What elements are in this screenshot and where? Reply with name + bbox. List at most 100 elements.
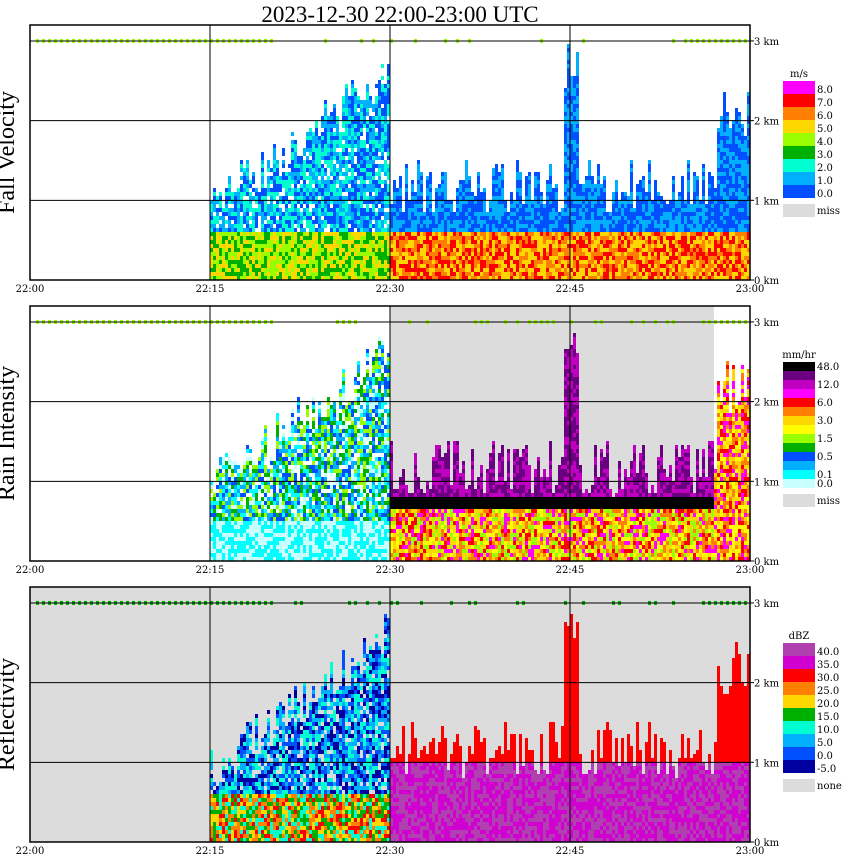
heatmap-cell [393,204,396,208]
heatmap-cell [528,228,531,232]
heatmap-cell [348,144,351,148]
heatmap-cell [267,260,270,264]
heatmap-cell [360,116,363,120]
heatmap-cell [579,204,582,208]
heatmap-cell [738,180,741,184]
heatmap-cell [219,228,222,232]
heatmap-cell [300,204,303,208]
heatmap-cell [699,236,702,240]
heatmap-cell [339,172,342,176]
heatmap-cell [297,272,300,276]
heatmap-cell [249,272,252,276]
heatmap-cell [342,188,345,192]
heatmap-cell [348,220,351,224]
heatmap-cell [531,272,534,276]
heatmap-cell [573,132,576,136]
heatmap-cell [342,160,345,164]
heatmap-cell [705,252,708,256]
heatmap-cell [357,136,360,140]
heatmap-cell [222,224,225,228]
heatmap-cell [483,272,486,276]
heatmap-cell [738,156,741,160]
heatmap-cell [288,220,291,224]
heatmap-cell [537,192,540,196]
heatmap-cell [711,260,714,264]
heatmap-cell [336,236,339,240]
heatmap-cell [447,208,450,212]
heatmap-cell [462,208,465,212]
heatmap-cell [660,196,663,200]
heatmap-cell [672,180,675,184]
heatmap-cell [294,196,297,200]
heatmap-cell [387,236,390,240]
heatmap-cell [666,220,669,224]
heatmap-cell [405,244,408,248]
heatmap-cell [729,212,732,216]
heatmap-cell [606,240,609,244]
heatmap-cell [210,256,213,260]
heatmap-cell [255,192,258,196]
heatmap-cell [270,260,273,264]
heatmap-cell [216,196,219,200]
heatmap-cell [474,264,477,268]
heatmap-cell [546,272,549,276]
heatmap-cell [270,276,273,280]
heatmap-cell [279,208,282,212]
heatmap-cell [552,256,555,260]
heatmap-cell [723,236,726,240]
heatmap-cell [351,160,354,164]
heatmap-cell [315,192,318,196]
heatmap-cell [342,224,345,228]
heatmap-cell [552,276,555,280]
heatmap-cell [273,144,276,148]
heatmap-cell [423,272,426,276]
heatmap-cell [561,276,564,280]
heatmap-cell [342,216,345,220]
heatmap-cell [576,128,579,132]
heatmap-cell [720,204,723,208]
heatmap-cell [234,232,237,236]
heatmap-cell [387,192,390,196]
heatmap-cell [669,228,672,232]
heatmap-cell [225,208,228,212]
heatmap-cell [261,208,264,212]
heatmap-cell [564,148,567,152]
heatmap-cell [723,124,726,128]
heatmap-cell [735,176,738,180]
heatmap-cell [339,228,342,232]
heatmap-cell [219,200,222,204]
heatmap-cell [717,148,720,152]
heatmap-cell [642,216,645,220]
heatmap-cell [564,96,567,100]
heatmap-cell [267,164,270,168]
heatmap-cell [705,208,708,212]
heatmap-cell [357,228,360,232]
heatmap-cell [327,200,330,204]
heatmap-cell [363,248,366,252]
heatmap-cell [654,180,657,184]
heatmap-cell [501,212,504,216]
heatmap-cell [411,272,414,276]
heatmap-cell [219,252,222,256]
heatmap-cell [372,132,375,136]
heatmap-cell [594,228,597,232]
heatmap-cell [300,268,303,272]
heatmap-cell [579,212,582,216]
heatmap-cell [270,208,273,212]
heatmap-cell [516,168,519,172]
heatmap-cell [456,224,459,228]
heatmap-cell [471,264,474,268]
heatmap-cell [330,116,333,120]
heatmap-cell [372,156,375,160]
heatmap-cell [732,160,735,164]
heatmap-cell [318,244,321,248]
heatmap-cell [285,172,288,176]
heatmap-cell [573,160,576,164]
heatmap-cell [339,208,342,212]
heatmap-cell [420,196,423,200]
heatmap-cell [576,220,579,224]
heatmap-cell [354,276,357,280]
heatmap-cell [693,276,696,280]
heatmap-cell [645,236,648,240]
heatmap-cell [687,260,690,264]
